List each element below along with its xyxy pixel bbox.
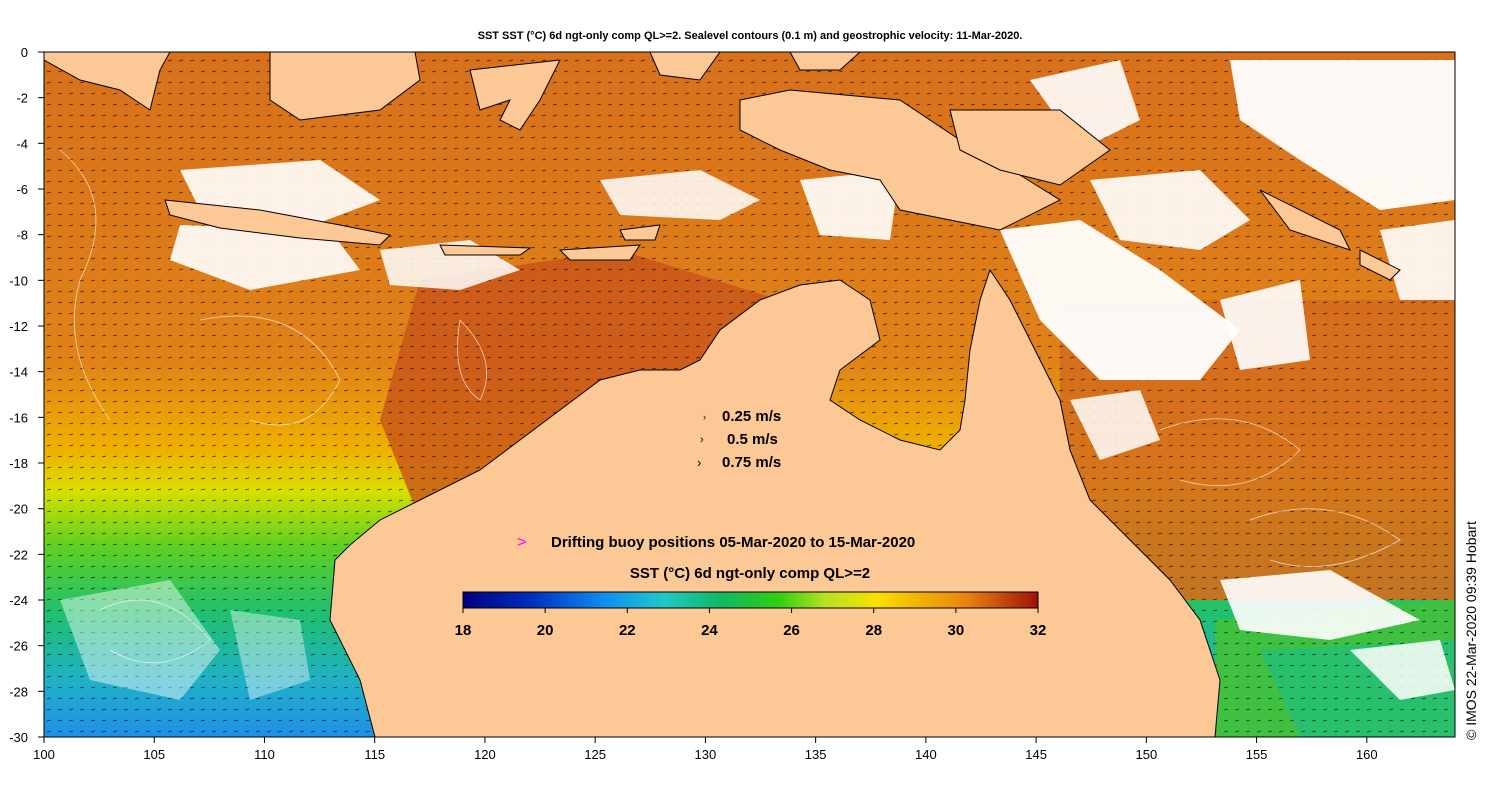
velocity-key-label-2: 0.5 m/s — [727, 431, 778, 448]
lon-tick-label: 130 — [695, 747, 717, 762]
longitude-axis: 100 105 110 115 120 125 130 135 140 145 150 155 160 — [33, 737, 1378, 762]
lon-tick-label: 145 — [1025, 747, 1047, 762]
lat-tick-label: -4 — [16, 136, 28, 151]
sealevel-contours — [59, 149, 1401, 664]
lat-tick-label: -10 — [9, 273, 28, 288]
lon-tick-label: 105 — [143, 747, 165, 762]
map-title: SST SST (°C) 6d ngt-only comp QL>=2. Sea… — [477, 30, 1023, 42]
lon-tick-label: 110 — [254, 747, 275, 762]
velocity-key-label-3: 0.75 m/s — [722, 454, 781, 471]
lon-tick-label: 115 — [364, 747, 385, 762]
colorbar-gradient — [462, 591, 1039, 609]
buoy-legend: > Drifting buoy positions 05-Mar-2020 to… — [517, 534, 915, 551]
plot-frame — [43, 51, 1456, 738]
buoy-symbol: > — [517, 534, 526, 551]
lon-tick-label: 140 — [915, 747, 937, 762]
lat-tick-label: -12 — [9, 319, 28, 334]
velocity-key-label-1: 0.25 m/s — [722, 408, 781, 425]
lat-tick-label: -24 — [9, 593, 28, 608]
colorbar-tick-label: 28 — [865, 622, 882, 639]
lon-tick-label: 135 — [805, 747, 827, 762]
lat-tick-label: -16 — [9, 410, 28, 425]
colorbar-ticks: 18 20 22 24 26 28 30 32 — [455, 608, 1047, 639]
lat-tick-label: 0 — [21, 45, 28, 60]
no-data-patches — [60, 60, 1455, 700]
lon-tick-label: 120 — [474, 747, 496, 762]
lat-tick-label: -28 — [9, 684, 28, 699]
colorbar-tick-label: 32 — [1030, 622, 1047, 639]
land — [44, 52, 1401, 737]
lat-tick-label: -8 — [16, 228, 28, 243]
colorbar-tick-label: 30 — [948, 622, 965, 639]
lat-tick-label: -14 — [9, 365, 28, 380]
lon-tick-label: 100 — [33, 747, 55, 762]
lon-tick-label: 155 — [1246, 747, 1268, 762]
lat-tick-label: -22 — [9, 547, 28, 562]
lon-tick-label: 150 — [1135, 747, 1157, 762]
velocity-key: › 0.25 m/s › 0.5 m/s › 0.75 m/s — [697, 408, 781, 471]
colorbar: SST (°C) 6d ngt-only comp QL>=2 18 20 22 24… — [455, 565, 1047, 639]
colorbar-tick-label: 20 — [537, 622, 554, 639]
velocity-key-arrow-3: › — [697, 455, 701, 470]
lat-tick-label: -2 — [16, 91, 28, 106]
copyright-credit: © IMOS 22-Mar-2020 09:39 Hobart — [1463, 521, 1479, 740]
lat-tick-label: -6 — [16, 182, 28, 197]
latitude-axis: 0 -2 -4 -6 -8 -10 -12 -14 -16 -18 -20 -22 -24 -26 -28 -… — [9, 45, 44, 745]
colorbar-title: SST (°C) 6d ngt-only comp QL>=2 — [630, 565, 870, 582]
lon-tick-label: 125 — [584, 747, 606, 762]
lat-tick-label: -26 — [9, 639, 28, 654]
velocity-key-arrow-1: › — [703, 412, 706, 422]
buoy-legend-text: Drifting buoy positions 05-Mar-2020 to 1… — [551, 534, 915, 551]
colorbar-tick-label: 26 — [783, 622, 800, 639]
lat-tick-label: -18 — [9, 456, 28, 471]
velocity-key-arrow-2: › — [700, 434, 704, 446]
lat-tick-label: -30 — [9, 730, 28, 745]
colorbar-tick-label: 18 — [455, 622, 472, 639]
colorbar-tick-label: 24 — [701, 622, 718, 639]
lat-tick-label: -20 — [9, 502, 28, 517]
colorbar-tick-label: 22 — [619, 622, 636, 639]
lon-tick-label: 160 — [1356, 747, 1378, 762]
